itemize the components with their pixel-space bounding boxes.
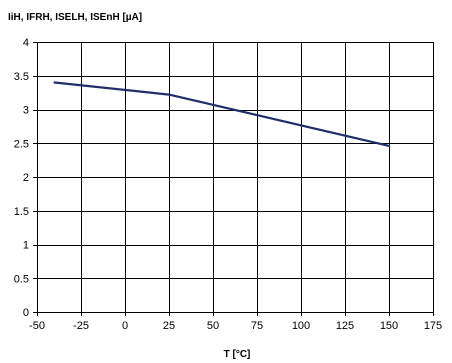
x-tick-label: -25 [73, 320, 89, 332]
y-tick-label: 2.5 [14, 138, 29, 150]
y-tick-label: 1.5 [14, 206, 29, 218]
x-tick-label: 175 [424, 320, 442, 332]
y-tick-label: 0.5 [14, 273, 29, 285]
x-tick-label: 150 [380, 320, 398, 332]
x-tick-label: 75 [251, 320, 263, 332]
x-tick-label: -50 [29, 320, 45, 332]
x-tick-label: 100 [292, 320, 310, 332]
tick-labels: -50 -25 0 25 50 75 100 125 150 175 0 0.5 1 1.5 2 2.5 3 3.… [14, 37, 442, 332]
series-line [53, 81, 391, 147]
x-tick-label: 125 [336, 320, 354, 332]
x-axis-title: T [°C] [224, 349, 251, 360]
x-tick-label: 25 [163, 320, 175, 332]
grid [33, 42, 434, 316]
series [53, 81, 391, 147]
x-tick-label: 0 [122, 320, 128, 332]
y-axis-title: IiH, IFRH, ISELH, ISEnH [µA] [8, 12, 142, 23]
y-tick-label: 0 [23, 307, 29, 319]
y-tick-label: 3.5 [14, 71, 29, 83]
y-tick-label: 1 [23, 240, 29, 252]
y-tick-label: 4 [23, 37, 29, 49]
x-tick-label: 50 [207, 320, 219, 332]
plot-frame [37, 42, 434, 313]
y-tick-label: 2 [23, 172, 29, 184]
y-tick-label: 3 [23, 105, 29, 117]
